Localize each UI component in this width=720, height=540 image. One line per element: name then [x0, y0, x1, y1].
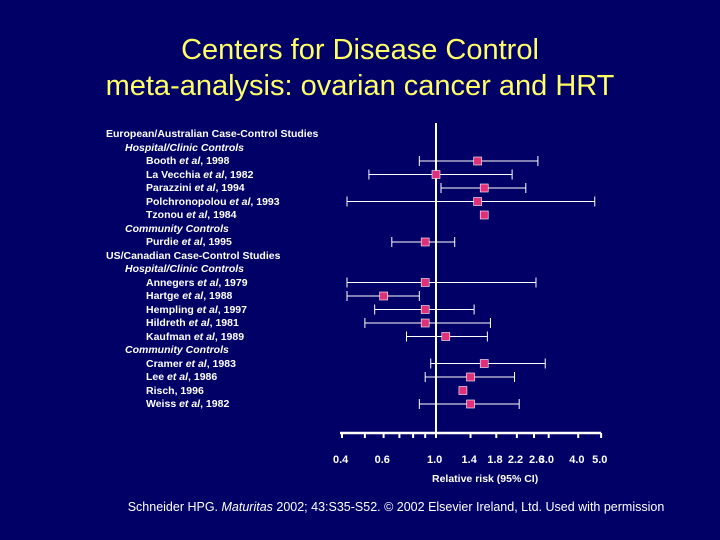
study-label: La Vecchia et al, 1982: [146, 168, 254, 181]
study-label: Polchronopolou et al, 1993: [146, 195, 280, 208]
x-tick-label: 4.0: [569, 454, 585, 466]
point-estimate: [420, 278, 430, 287]
subgroup-label: Hospital/Clinic Controls: [125, 141, 245, 154]
citation-prefix: Schneider HPG.: [127, 500, 222, 514]
x-tick-label: 0.4: [333, 454, 349, 466]
x-tick-label: 0.6: [374, 454, 390, 466]
x-tick-label: 1.4: [461, 454, 477, 466]
study-label: Annegers et al, 1979: [146, 276, 248, 289]
citation: Schneider HPG. Maturitas 2002; 43:S35-S5…: [0, 500, 720, 514]
citation-suffix: 2002; 43:S35-S52. © 2002 Elsevier Irelan…: [272, 500, 665, 514]
subgroup-label: Community Controls: [125, 222, 229, 235]
x-tick-label: 5.0: [592, 454, 608, 466]
study-label: Tzonou et al, 1984: [146, 209, 237, 221]
x-tick-label: 1.0: [427, 454, 443, 466]
study-label: Hartge et al, 1988: [146, 290, 233, 302]
title-line-1: Centers for Disease Control: [181, 34, 539, 66]
study-label: Cramer et al, 1983: [146, 357, 236, 370]
study-label: Booth et al, 1998: [146, 155, 230, 167]
point-estimate: [420, 237, 430, 247]
group-label: US/Canadian Case-Control Studies: [106, 249, 281, 262]
point-estimate: [441, 332, 451, 341]
study-label: Parazzini et al, 1994: [146, 182, 245, 194]
x-tick-label: 2.2: [507, 454, 524, 466]
point-estimate: [479, 359, 489, 368]
x-axis-label: Relative risk (95% CI): [432, 473, 539, 485]
study-label: Hildreth et al, 1981: [146, 317, 239, 329]
x-tick-label: 3.0: [538, 454, 554, 466]
citation-journal: Maturitas: [221, 500, 273, 514]
point-estimate: [479, 183, 489, 193]
study-label: Hempling et al, 1997: [146, 303, 247, 316]
point-estimate: [473, 156, 482, 166]
point-estimate: [431, 170, 441, 179]
subgroup-label: Community Controls: [125, 344, 229, 356]
point-estimate: [458, 386, 468, 395]
study-label: Purdie et al, 1995: [146, 236, 232, 248]
study-label: Lee et al, 1986: [146, 371, 218, 383]
point-estimate: [379, 291, 388, 301]
subgroup-label: Hospital/Clinic Controls: [125, 263, 245, 275]
study-label: Kaufman et al, 1989: [146, 330, 245, 343]
point-estimate: [420, 318, 430, 328]
point-estimate: [479, 210, 489, 220]
point-estimate: [473, 197, 482, 206]
point-estimate: [466, 399, 475, 409]
point-estimate: [466, 372, 475, 382]
title-line-2: meta-analysis: ovarian cancer and HRT: [105, 70, 615, 102]
slide-title: Centers for Disease Control meta-analysi…: [0, 32, 720, 104]
x-tick-label: 1.8: [487, 454, 503, 466]
x-tick-label: 2.6: [529, 454, 545, 466]
study-label: Risch, 1996: [146, 384, 204, 397]
group-label: European/Australian Case-Control Studies: [106, 128, 319, 140]
study-label: Weiss et al, 1982: [146, 398, 230, 410]
point-estimate: [420, 305, 430, 314]
